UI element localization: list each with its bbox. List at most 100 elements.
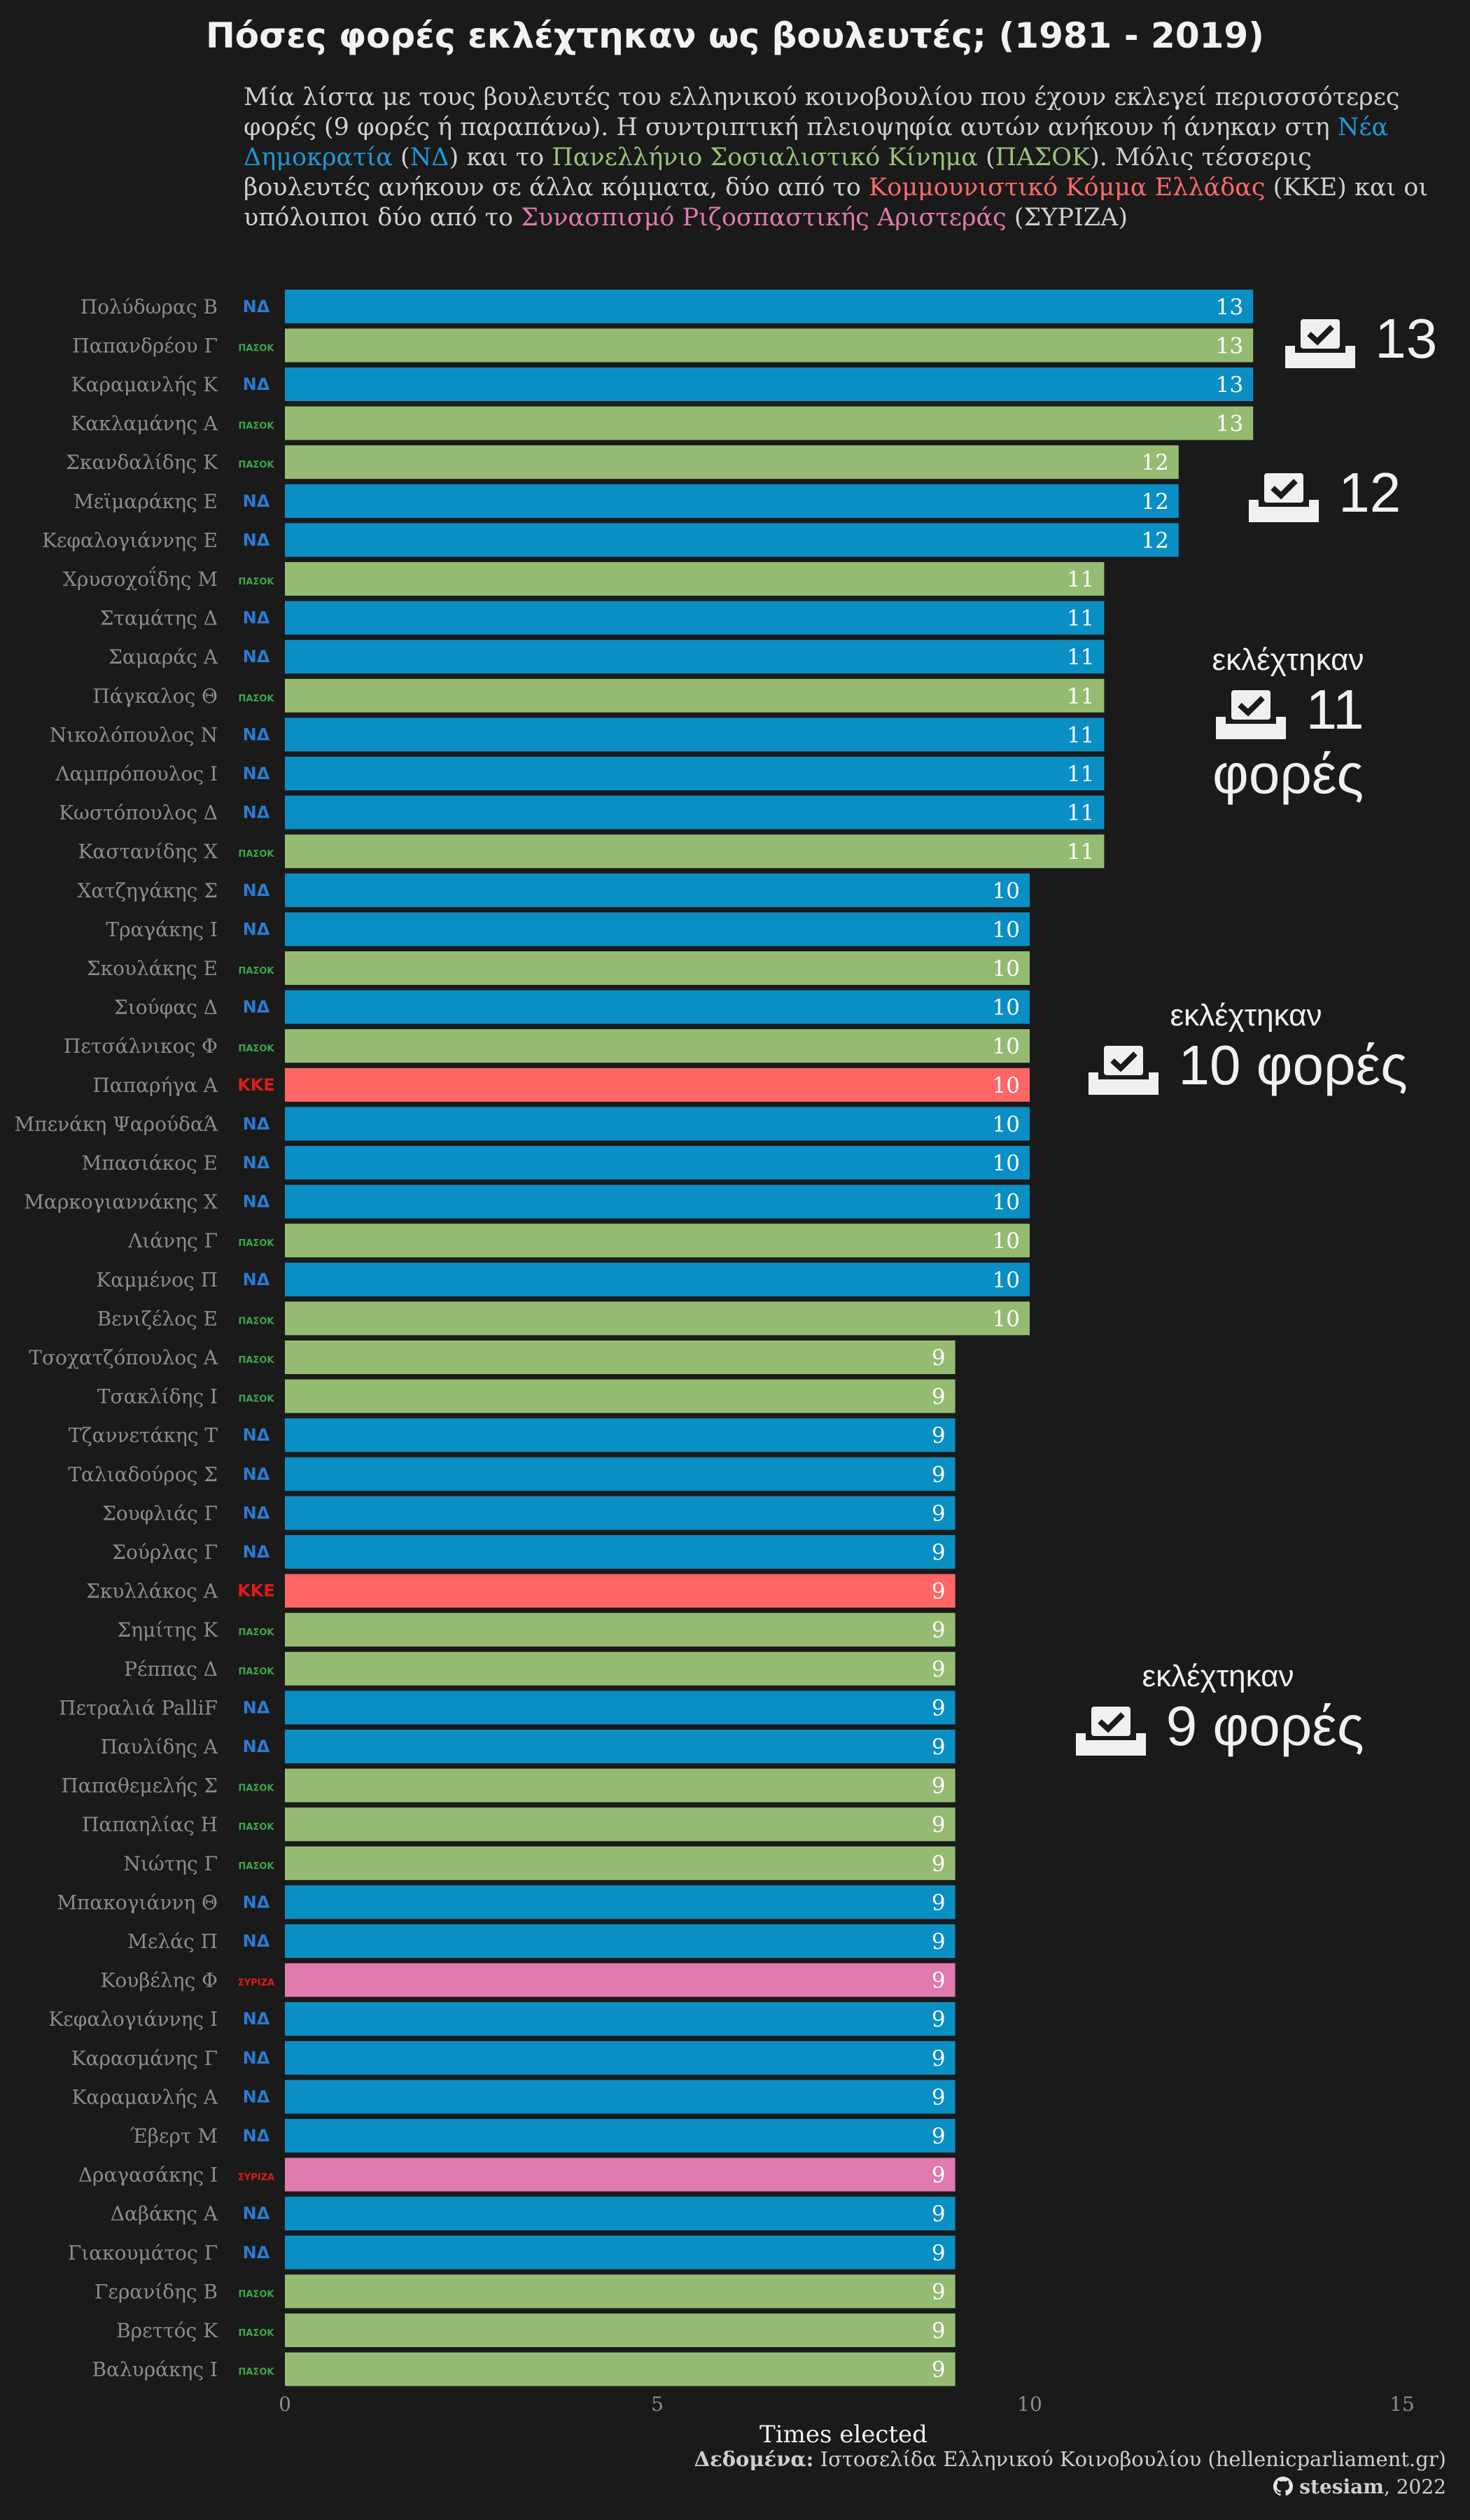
y-tick-label: Ταλιαδούρος Σ (68, 1463, 218, 1486)
data-label: 11 (1067, 606, 1094, 631)
party-logo: ΠΑΣΟΚ (239, 2367, 275, 2378)
data-label: 9 (932, 1579, 946, 1604)
data-label: 9 (932, 1540, 946, 1565)
y-tick-label: Καραμανλής Α (71, 2085, 218, 2108)
data-label: 9 (932, 1968, 946, 1994)
chart-title: Πόσες φορές εκλέχτηκαν ως βουλευτές; (19… (205, 15, 1265, 56)
party-logo: ΝΔ (243, 724, 270, 744)
y-tick-label: Σημίτης Κ (117, 1618, 218, 1642)
party-logo: ΠΑΣΟΚ (239, 1355, 275, 1366)
party-logo: ΠΑΣΟΚ (239, 460, 275, 470)
y-tick-label: Πάγκαλος Θ (92, 685, 218, 708)
party-logo: ΝΔ (243, 1114, 270, 1133)
bar (285, 2119, 955, 2152)
bar (285, 1807, 955, 1842)
party-logo: ΝΔ (243, 1698, 270, 1717)
chart-subtitle: Μία λίστα με τους βουλευτές του ελληνικο… (244, 83, 1429, 232)
legend-kke: Κομμουνιστικό Κόμμα Ελλάδας (869, 174, 1266, 202)
bar (285, 1535, 955, 1569)
bar (285, 1730, 955, 1763)
bar (285, 1418, 955, 1452)
y-tick-label: Πετραλιά PalliF (59, 1696, 218, 1719)
y-tick-label: Τσοχατζόπουλος Α (29, 1346, 218, 1369)
party-logo: ΝΔ (243, 881, 270, 900)
party-logo: ΠΑΣΟΚ (239, 1044, 275, 1054)
party-logo: ΣΥΡΙΖΑ (238, 1978, 274, 1989)
data-label: 10 (993, 1306, 1020, 1331)
bar (285, 678, 1105, 713)
party-logo: ΝΔ (243, 374, 270, 394)
y-tick-label: Βενιζέλος Ε (97, 1307, 218, 1330)
annotation-12: 12 (1245, 461, 1401, 525)
data-label: 9 (932, 1695, 946, 1721)
data-label: 10 (993, 878, 1020, 904)
x-tick-label: 0 (279, 2393, 291, 2416)
data-label: 10 (993, 1190, 1020, 1215)
party-logo: ΝΔ (243, 647, 270, 666)
party-logo: ΝΔ (243, 2009, 270, 2029)
x-axis-title: Times elected (760, 2421, 927, 2449)
data-label: 9 (932, 1735, 946, 1760)
bar (285, 562, 1105, 596)
bar (285, 1262, 1030, 1296)
bar (285, 1613, 955, 1647)
party-logo: ΠΑΣΟΚ (239, 1316, 275, 1326)
party-logo: ΠΑΣΟΚ (239, 1628, 275, 1638)
data-label: 9 (932, 1890, 946, 1915)
data-label: 9 (932, 1423, 946, 1448)
bar (285, 1885, 955, 1919)
data-label: 9 (932, 1345, 946, 1371)
bar (285, 640, 1105, 674)
y-tick-label: Γιακουμάτος Γ (68, 2241, 218, 2264)
bar (285, 873, 1030, 907)
y-tick-label: Σούρλας Γ (112, 1541, 218, 1564)
bar (285, 1651, 955, 1686)
y-tick-label: Τραγάκης Ι (106, 918, 218, 941)
bar (285, 1146, 1030, 1180)
y-tick-label: Ρέππας Δ (124, 1658, 218, 1681)
party-logo: ΝΔ (243, 1737, 270, 1756)
bar (285, 368, 1254, 401)
y-tick-label: Κακλαμάνης Α (71, 412, 218, 435)
data-label: 9 (932, 1929, 946, 1954)
y-tick-label: Μελάς Π (127, 1930, 218, 1953)
bar (285, 2274, 955, 2309)
bar (285, 1224, 1030, 1258)
party-logo: ΠΑΣΟΚ (239, 694, 275, 704)
bar (285, 2197, 955, 2231)
y-tick-label: Σταμάτης Δ (100, 607, 218, 630)
party-logo: ΝΔ (243, 2087, 270, 2106)
bar (285, 328, 1254, 363)
party-logo: ΝΔ (243, 1464, 270, 1484)
y-tick-label: Σιούφας Δ (114, 996, 218, 1019)
y-tick-label: Σουφλιάς Γ (102, 1502, 218, 1525)
party-logo: ΚΚΕ (237, 1581, 275, 1601)
data-label: 9 (932, 1501, 946, 1526)
data-label: 10 (993, 1034, 1020, 1059)
bar (285, 1068, 1030, 1102)
data-label: 9 (932, 2046, 946, 2071)
y-tick-label: Τζαννετάκης Τ (69, 1424, 218, 1447)
party-logo: ΠΑΣΟΚ (239, 966, 275, 976)
bar (285, 1029, 1030, 1063)
data-label: 11 (1067, 762, 1094, 787)
legend-pasok: Πανελλήνιο Σοσιαλιστικό Κίνημα (552, 144, 978, 172)
y-tick-label: Έβερτ Μ (130, 2124, 218, 2148)
y-tick-label: Σκανδαλίδης Κ (66, 451, 218, 474)
party-logo: ΠΑΣΟΚ (239, 2289, 275, 2300)
party-logo: ΠΑΣΟΚ (239, 421, 275, 432)
bar (285, 445, 1179, 479)
bar (285, 1107, 1030, 1141)
data-label: 11 (1067, 684, 1094, 709)
bar (285, 990, 1030, 1024)
bar (285, 1340, 955, 1374)
bar (285, 2080, 955, 2114)
data-label: 9 (932, 1774, 946, 1799)
y-tick-label: Χρυσοχοΐδης Μ (63, 566, 218, 591)
bar (285, 1379, 955, 1413)
data-label: 9 (932, 2318, 946, 2344)
legend-nd-abbr: ΝΔ (410, 144, 449, 172)
data-label: 10 (993, 1112, 1020, 1137)
ballot-box-icon (1216, 690, 1287, 739)
